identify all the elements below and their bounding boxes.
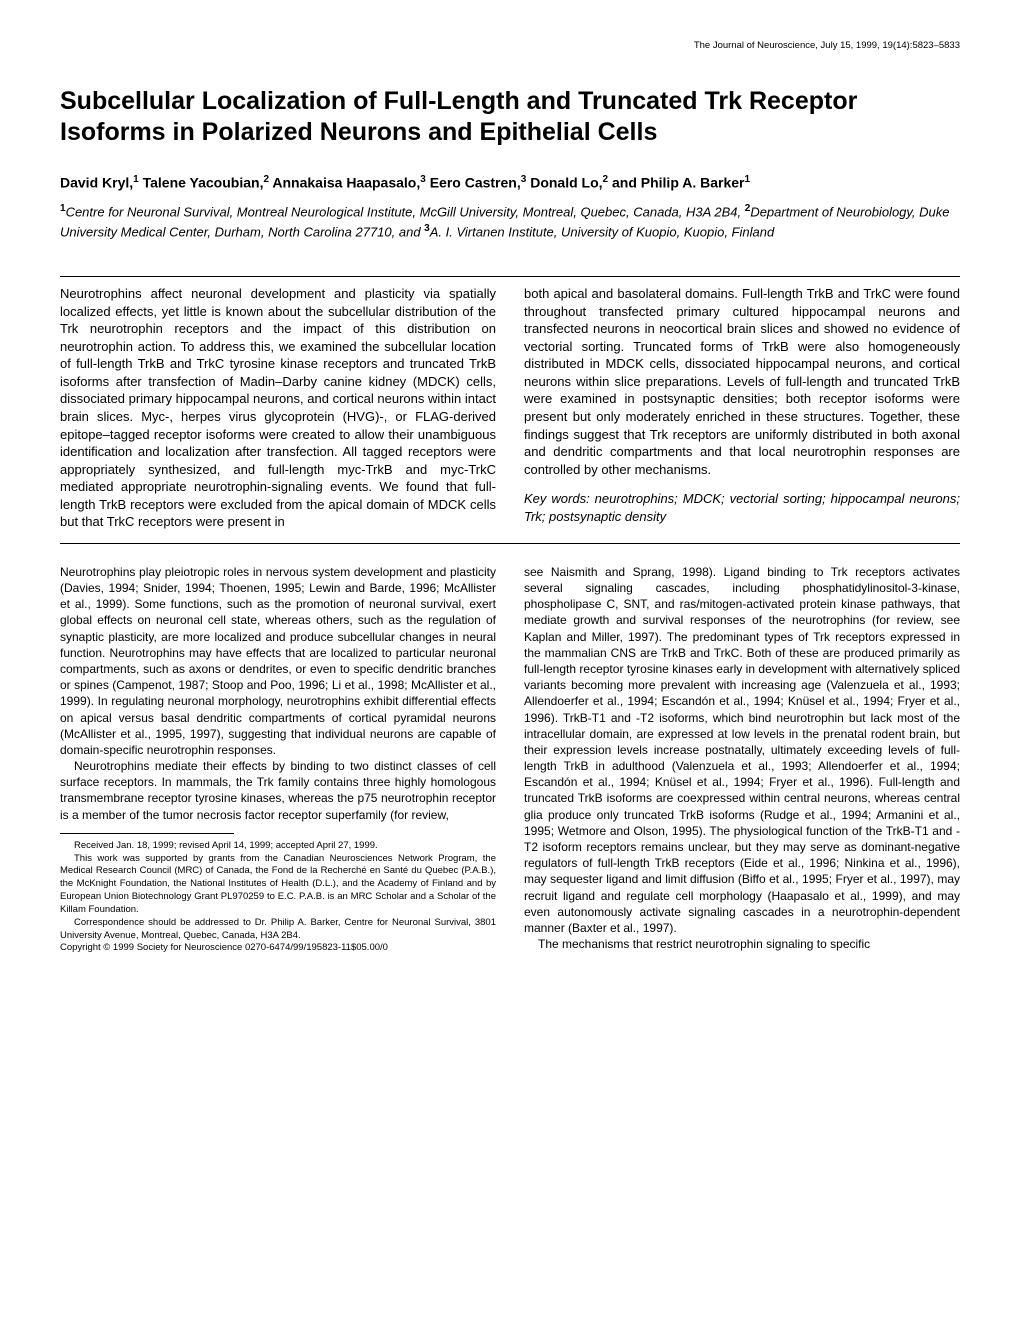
author-6-sup: 1 [745,174,751,185]
author-5-sup: 2 [603,174,609,185]
abstract-right-column: both apical and basolateral domains. Ful… [524,285,960,531]
abstract-section: Neurotrophins affect neuronal developmen… [60,276,960,544]
body-right-column: see Naismith and Sprang, 1998). Ligand b… [524,564,960,955]
author-2: Talene Yacoubian, [143,174,264,190]
body-section: Neurotrophins play pleiotropic roles in … [60,564,960,955]
author-3-sup: 3 [420,174,426,185]
body-left-p2: Neurotrophins mediate their effects by b… [60,758,496,823]
author-1: David Kryl, [60,174,133,190]
article-title: Subcellular Localization of Full-Length … [60,86,960,149]
author-4: Eero Castren, [430,174,521,190]
affil-text-3: A. I. Virtanen Institute, University of … [430,224,774,239]
footnotes: Received Jan. 18, 1999; revised April 14… [60,840,496,955]
author-3: Annakaisa Haapasalo, [272,174,420,190]
affiliations: 1Centre for Neuronal Survival, Montreal … [60,202,960,241]
journal-header: The Journal of Neuroscience, July 15, 19… [60,40,960,51]
authors-line: David Kryl,1 Talene Yacoubian,2 Annakais… [60,174,960,191]
author-2-sup: 2 [263,174,269,185]
footnote-funding: This work was supported by grants from t… [60,853,496,917]
author-5: Donald Lo, [530,174,602,190]
footnote-divider [60,833,234,834]
body-left-column: Neurotrophins play pleiotropic roles in … [60,564,496,955]
abstract-right-text: both apical and basolateral domains. Ful… [524,286,960,476]
footnote-copyright: Copyright © 1999 Society for Neuroscienc… [60,942,496,955]
abstract-left-column: Neurotrophins affect neuronal developmen… [60,285,496,531]
footnote-correspondence: Correspondence should be addressed to Dr… [60,917,496,943]
author-4-sup: 3 [521,174,527,185]
keywords: Key words: neurotrophins; MDCK; vectoria… [524,490,960,525]
body-left-p1: Neurotrophins play pleiotropic roles in … [60,564,496,758]
body-right-p2: The mechanisms that restrict neurotrophi… [524,936,960,952]
body-right-p1: see Naismith and Sprang, 1998). Ligand b… [524,564,960,936]
affil-text-1: Centre for Neuronal Survival, Montreal N… [66,204,745,219]
author-6: and Philip A. Barker [612,174,745,190]
author-1-sup: 1 [133,174,139,185]
abstract-left-text: Neurotrophins affect neuronal developmen… [60,286,496,529]
footnote-received: Received Jan. 18, 1999; revised April 14… [60,840,496,853]
